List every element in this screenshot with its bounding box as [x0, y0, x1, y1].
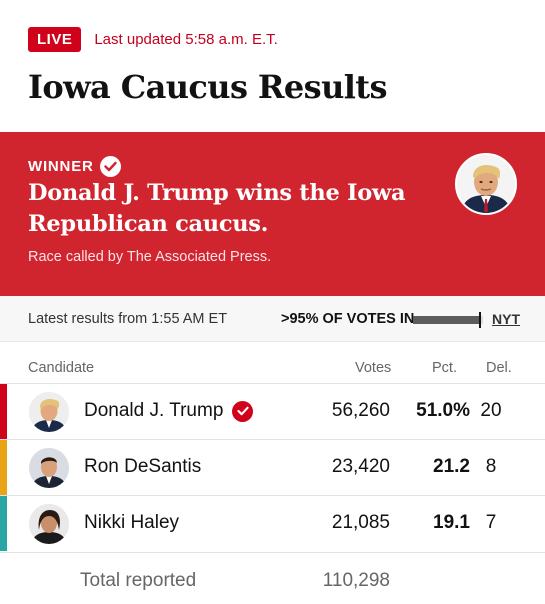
winner-photo [455, 153, 517, 215]
vote-percent: 19.1 [433, 512, 470, 533]
candidate-color-stripe [0, 496, 7, 551]
candidate-color-stripe [0, 384, 7, 439]
winner-banner: WINNER Donald J. Trump wins the Iowa Rep… [0, 132, 545, 296]
total-votes: 110,298 [322, 570, 390, 591]
candidate-color-stripe [0, 440, 7, 495]
total-reported-label: Total reported [80, 570, 197, 591]
winner-label: WINNER [28, 156, 121, 177]
delegate-count: 7 [485, 512, 497, 533]
votes-in-label: >95% OF VOTES IN [281, 310, 415, 327]
vote-count: 21,085 [331, 512, 390, 533]
vote-count: 56,260 [331, 400, 390, 421]
nyt-estimate-link[interactable]: NYT [492, 310, 520, 327]
candidate-name: Donald J. Trump [84, 400, 254, 422]
votes-column-header: Votes [355, 360, 392, 376]
reporting-progress-bar [413, 312, 483, 328]
live-badge: LIVE [28, 27, 82, 52]
race-called-note: Race called by The Associated Press. [28, 249, 272, 265]
pct-column-header: Pct. [432, 360, 457, 376]
results-table-header: Candidate Votes Pct. Del. [0, 360, 545, 380]
candidate-name: Nikki Haley [84, 512, 179, 534]
candidate-name-text: Donald J. Trump [84, 400, 224, 421]
check-icon [99, 156, 121, 177]
candidate-name-text: Nikki Haley [84, 512, 180, 533]
winner-headline: Donald J. Trump wins the Iowa Republican… [28, 180, 406, 237]
candidate-name: Ron DeSantis [84, 456, 201, 478]
haley-avatar [29, 504, 69, 544]
results-status-bar: Latest results from 1:55 AM ET >95% OF V… [0, 296, 545, 342]
last-updated: Last updated 5:58 a.m. E.T. [94, 31, 278, 48]
live-status: LIVE Last updated 5:58 a.m. E.T. [28, 27, 278, 52]
table-row: Ron DeSantis 23,420 21.2 8 [0, 439, 545, 495]
progress-tick [479, 312, 481, 328]
candidate-column-header: Candidate [28, 360, 95, 376]
delegate-count: 8 [485, 456, 497, 477]
vote-percent: 51.0% [416, 400, 470, 421]
table-row: Donald J. Trump 56,260 51.0% 20 [0, 383, 545, 439]
progress-fill [413, 316, 480, 324]
desantis-avatar [29, 448, 69, 488]
page-title: Iowa Caucus Results [28, 68, 388, 106]
table-row: Nikki Haley 21,085 19.1 7 [0, 495, 545, 551]
winner-label-text: WINNER [28, 158, 94, 175]
vote-count: 23,420 [331, 456, 390, 477]
vote-percent: 21.2 [433, 456, 470, 477]
delegates-column-header: Del. [486, 360, 512, 376]
trump-avatar [29, 392, 69, 432]
winner-check-icon [232, 400, 254, 422]
candidate-name-text: Ron DeSantis [84, 456, 202, 477]
total-row: Total reported 110,298 [0, 552, 545, 604]
delegate-count: 20 [480, 400, 502, 421]
latest-results-time: Latest results from 1:55 AM ET [28, 310, 228, 327]
